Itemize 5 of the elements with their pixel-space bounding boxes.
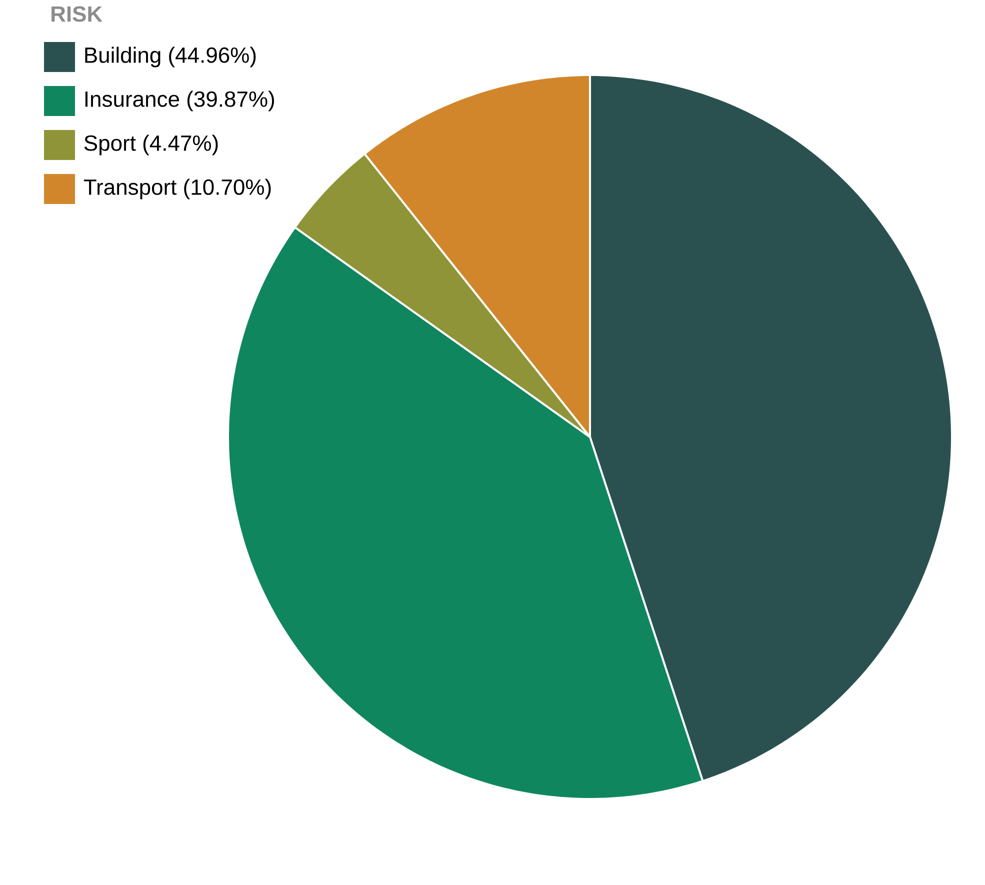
legend-label: Transport (10.70%) (84, 178, 271, 200)
legend-label: Sport (4.47%) (84, 134, 218, 156)
legend-label: Building (44.96%) (85, 46, 256, 68)
legend-title: RISK (52, 6, 102, 22)
legend-label: Insurance (39.87%) (85, 90, 274, 112)
